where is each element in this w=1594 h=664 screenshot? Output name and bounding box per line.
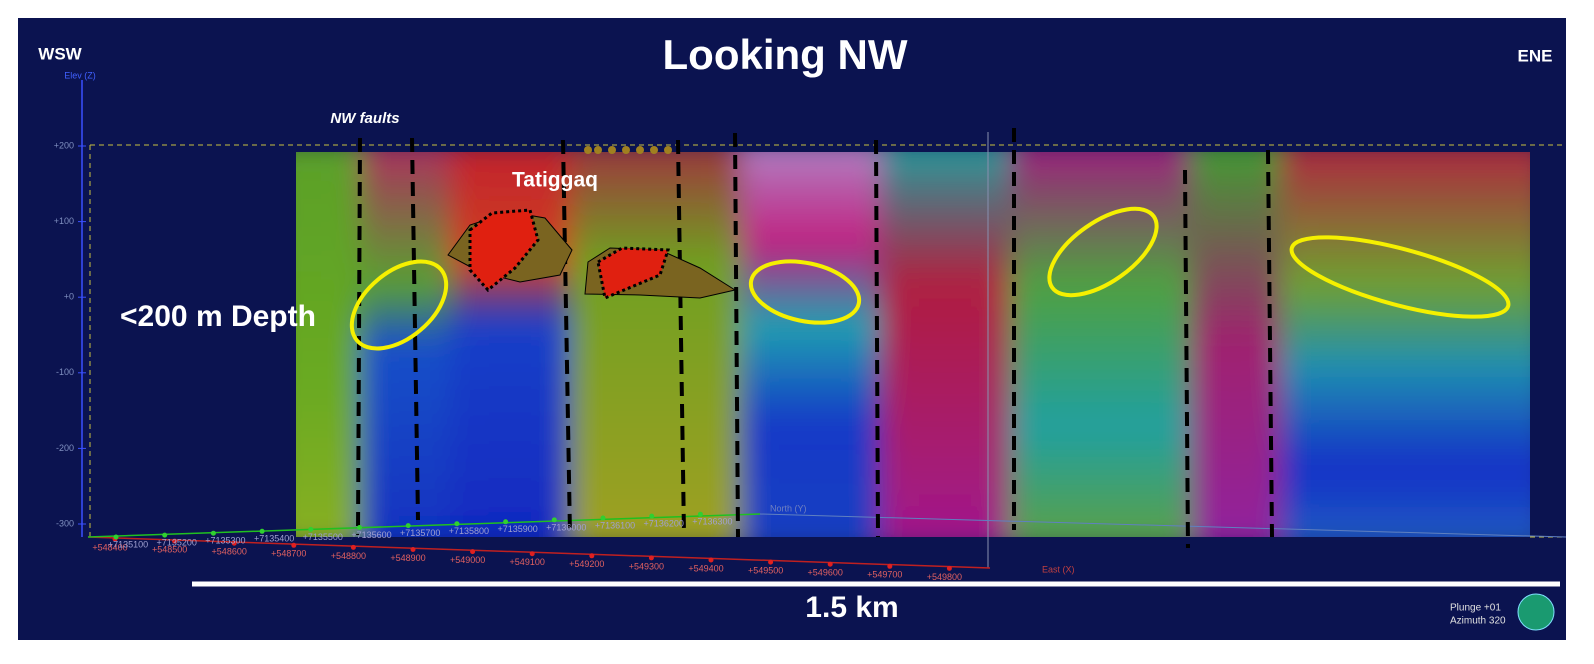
east-tick <box>827 561 833 567</box>
east-tick-label: +548400 <box>92 542 127 552</box>
east-tick <box>946 565 952 571</box>
north-tick <box>210 530 216 536</box>
north-tick-label: +7135500 <box>303 532 343 542</box>
elev-tick-label: -100 <box>56 367 74 377</box>
north-tick-label: +7135700 <box>400 528 440 538</box>
north-tick-label: +7135800 <box>449 526 489 536</box>
title: Looking NW <box>663 31 908 78</box>
scale-label: 1.5 km <box>805 591 898 624</box>
east-tick <box>708 557 714 563</box>
north-tick-label: +7135200 <box>157 537 197 547</box>
elev-tick-label: -200 <box>56 443 74 453</box>
north-tick <box>503 519 509 525</box>
east-tick <box>291 542 297 548</box>
north-tick <box>454 521 460 527</box>
collars <box>584 146 672 154</box>
north-tick <box>405 523 411 529</box>
east-tick-label: +549400 <box>688 563 723 573</box>
east-tick-label: +548700 <box>271 549 306 559</box>
north-tick-label: +7135300 <box>205 536 245 546</box>
elev-axis-label: Elev (Z) <box>64 70 96 80</box>
north-tick-label: +7136100 <box>595 520 635 530</box>
left-direction: WSW <box>38 44 82 63</box>
east-tick-label: +549800 <box>927 572 962 582</box>
east-tick <box>648 555 654 561</box>
east-tick <box>768 559 774 565</box>
resistivity-section <box>296 152 1530 537</box>
targets <box>349 206 1511 351</box>
east-tick-label: +549500 <box>748 565 783 575</box>
east-tick <box>887 563 893 569</box>
east-tick <box>589 553 595 559</box>
east-tick-label: +549600 <box>808 568 843 578</box>
east-axis-label: East (X) <box>1042 564 1075 574</box>
east-tick <box>470 549 476 555</box>
north-tick-label: +7135900 <box>497 524 537 534</box>
north-tick <box>600 515 606 521</box>
faults-label: NW faults <box>330 110 399 127</box>
north-tick <box>357 525 362 530</box>
north-tick <box>162 532 168 538</box>
north-tick <box>551 517 557 523</box>
north-tick-label: +7135400 <box>254 534 294 544</box>
east-tick <box>231 540 237 546</box>
right-direction: ENE <box>1518 46 1553 65</box>
plunge: Plunge +01 <box>1450 603 1501 614</box>
north-axis-label: North (Y) <box>770 503 807 513</box>
elev-tick-label: +200 <box>54 140 74 150</box>
north-tick-label: +7136000 <box>546 522 586 532</box>
north-tick <box>113 534 119 540</box>
deposit-label: Tatiggaq <box>512 169 598 192</box>
north-tick-label: +7135600 <box>351 530 391 540</box>
east-tick <box>350 544 356 550</box>
north-tick <box>697 511 703 517</box>
deposit-bodies <box>447 208 737 301</box>
elev-tick-label: +0 <box>64 292 74 302</box>
north-line-ext <box>759 513 1567 538</box>
east-tick <box>410 547 416 552</box>
east-tick <box>529 551 535 557</box>
generated-labels: +200 +100 +0 -100 -200 -300 +548400 +548500 +548… <box>54 140 962 581</box>
azimuth: Azimuth 320 <box>1450 616 1506 627</box>
east-tick-label: +548800 <box>331 551 366 561</box>
north-tick <box>259 528 265 534</box>
north-line <box>87 513 761 538</box>
faults <box>356 128 1274 549</box>
east-tick-label: +548500 <box>152 544 187 554</box>
east-tick <box>172 538 178 544</box>
east-tick-label: +549300 <box>629 561 664 571</box>
depth-label: <200 m Depth <box>120 300 316 333</box>
north-tick-label: +7136200 <box>644 518 684 528</box>
east-tick-label: +549200 <box>569 559 604 569</box>
elev-tick-label: -300 <box>56 518 74 528</box>
compass-logo <box>1517 593 1555 631</box>
east-tick-label: +548600 <box>212 547 247 557</box>
north-tick <box>649 513 655 519</box>
north-tick <box>308 526 314 532</box>
north-tick-label: +7136300 <box>692 517 732 527</box>
east-tick-label: +549000 <box>450 555 485 565</box>
elev-tick-label: +100 <box>54 216 74 226</box>
east-tick-label: +549100 <box>510 557 545 567</box>
east-tick-label: +549700 <box>867 570 902 580</box>
east-tick-label: +548900 <box>390 553 425 563</box>
east-line <box>87 536 991 569</box>
north-tick-label: +7135100 <box>108 539 148 549</box>
